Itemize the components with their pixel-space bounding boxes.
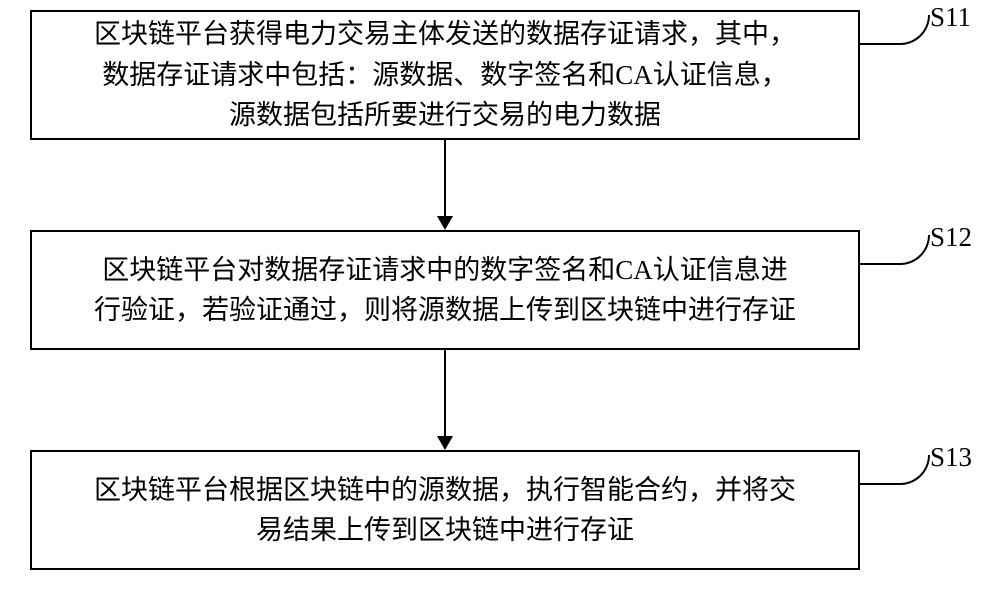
box-3-text: 区块链平台根据区块链中的源数据，执行智能合约，并将交 易结果上传到区块链中进行存… — [94, 470, 796, 551]
flowchart-box-2: 区块链平台对数据存证请求中的数字签名和CA认证信息进 行验证，若验证通过，则将源… — [30, 230, 860, 350]
step-label-s12: S12 — [930, 222, 972, 253]
box-1-text: 区块链平台获得电力交易主体发送的数据存证请求，其中， 数据存证请求中包括：源数据… — [94, 14, 796, 136]
connector-curve-3 — [860, 455, 930, 485]
step-label-s11: S11 — [930, 2, 971, 33]
arrow-1-line — [444, 140, 446, 216]
arrow-1-head — [437, 216, 453, 230]
step-label-s13: S13 — [930, 442, 972, 473]
arrow-2-head — [437, 436, 453, 450]
flowchart-box-1: 区块链平台获得电力交易主体发送的数据存证请求，其中， 数据存证请求中包括：源数据… — [30, 10, 860, 140]
arrow-2-line — [444, 350, 446, 436]
flowchart-box-3: 区块链平台根据区块链中的源数据，执行智能合约，并将交 易结果上传到区块链中进行存… — [30, 450, 860, 570]
flowchart-container: 区块链平台获得电力交易主体发送的数据存证请求，其中， 数据存证请求中包括：源数据… — [0, 0, 1000, 613]
connector-curve-2 — [860, 235, 930, 265]
box-2-text: 区块链平台对数据存证请求中的数字签名和CA认证信息进 行验证，若验证通过，则将源… — [94, 250, 796, 331]
connector-curve-1 — [860, 15, 930, 45]
